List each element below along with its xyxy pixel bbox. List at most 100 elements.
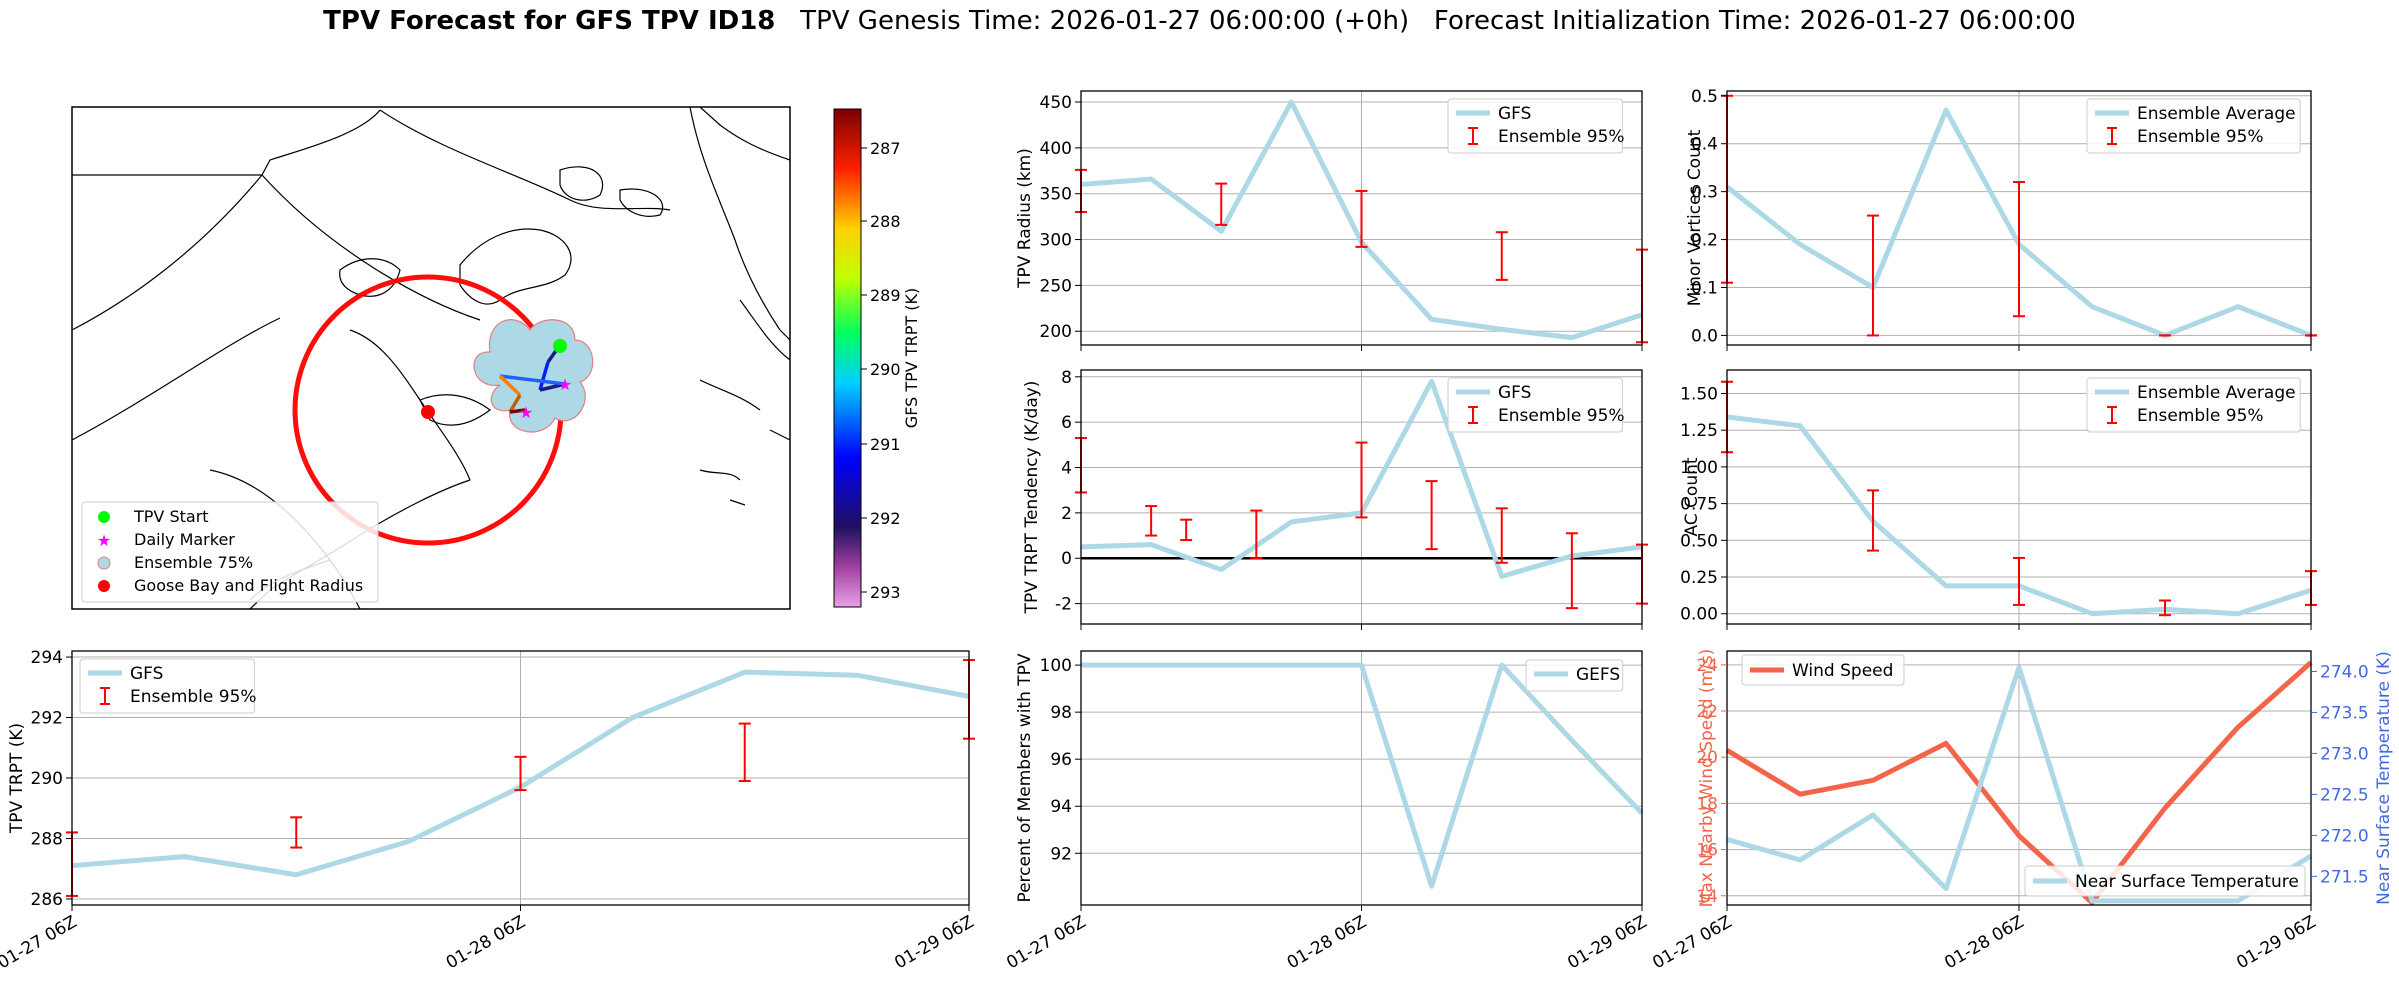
legend-goose-bay-icon (98, 580, 110, 592)
errorbar (2013, 556, 2025, 606)
y-axis-label: TPV TRPT Tendency (K/day) (1022, 381, 1042, 615)
legend-label: Ensemble 95% (130, 687, 257, 707)
colorbar-tick-label: 290 (870, 360, 901, 379)
x-tick-label: 01-27 06Z (1649, 912, 1735, 973)
legend-label: Ensemble 95% (1498, 406, 1625, 426)
y-tick-label: 450 (1040, 93, 1072, 113)
legend-label: Ensemble Average (2137, 104, 2296, 124)
y-tick-label: 1.00 (1680, 458, 1718, 478)
colorbar-tick-label: 287 (870, 139, 901, 158)
tpv-track (498, 343, 566, 414)
x-tick-label: 01-27 06Z (0, 912, 81, 973)
colorbar-label: GFS TPV TRPT (K) (902, 288, 921, 428)
y-tick-label: 2 (1061, 504, 1072, 524)
errorbar (1355, 189, 1368, 248)
y-tick-label: 350 (1040, 185, 1072, 205)
tpv-start-marker (553, 339, 567, 353)
y-tick-label: 0.0 (1691, 326, 1718, 346)
x-tick-label: 01-29 06Z (1564, 912, 1650, 973)
y-tick-label: 0.3 (1691, 183, 1718, 203)
chart-minor: 0.0 0.1 0.2 0.3 0.4 0.5 Minor Vortices Count En… (1685, 87, 2317, 351)
legend-ensemble-75: Ensemble 75% (134, 553, 253, 572)
legend-label: Wind Speed (1792, 661, 1893, 681)
y-tick-label: 288 (31, 829, 63, 849)
errorbar (1215, 182, 1228, 226)
y-tick-label: 0.4 (1691, 135, 1718, 155)
x-tick-label: 01-28 06Z (1941, 912, 2027, 973)
y-tick-label: 0.5 (1691, 87, 1718, 107)
y2-tick-label: 274.0 (2320, 662, 2369, 682)
errorbar (2159, 599, 2171, 617)
chart-wind: 14 16 18 20 22 24 271.5 272.0 272.5 273.0 273.5 274… (1649, 649, 2394, 974)
y2-tick-label: 273.0 (2320, 744, 2369, 764)
errorbar (1250, 509, 1263, 560)
colorbar: 287 288 289 290 291 292 293 GFS TPV TRPT (K) (833, 108, 921, 608)
legend-tpv-start-icon (98, 511, 110, 523)
chart-tendency: -2 0 2 4 6 8 TPV TRPT Tendency (K/day) GFS Ensem… (1022, 368, 1648, 630)
legend-errorbar-icon (1468, 127, 1478, 145)
y-axis-label: TPV Radius (km) (1015, 148, 1035, 289)
y-tick-label: 18 (1696, 794, 1718, 814)
y-tick-label: 1.50 (1680, 384, 1718, 404)
colorbar-tick-label: 291 (870, 435, 901, 454)
y-tick-label: 250 (1040, 276, 1072, 296)
y-tick-label: 96 (1050, 750, 1072, 770)
chart-legend: GFS Ensemble 95% (1447, 377, 1625, 433)
errorbar (290, 816, 303, 849)
y-tick-label: 290 (31, 769, 63, 789)
chart-legend: GFS Ensemble 95% (1447, 98, 1625, 154)
errorbar (514, 755, 527, 792)
y-tick-label: 0.2 (1691, 231, 1718, 251)
y-tick-label: 1.25 (1680, 421, 1718, 441)
chart-legend: GEFS (1525, 659, 1624, 692)
legend-errorbar-icon (2107, 406, 2117, 424)
errorbar (1180, 518, 1193, 542)
legend-label: Ensemble 95% (2137, 127, 2264, 147)
y-tick-label: 16 (1696, 841, 1718, 861)
legend-label: Near Surface Temperature (2075, 872, 2299, 892)
series-line (1725, 660, 2313, 906)
legend-label: Ensemble 95% (1498, 127, 1625, 147)
y-tick-label: 0 (1061, 549, 1072, 569)
y-tick-label: 0.25 (1680, 568, 1718, 588)
legend-daily-marker-icon: ★ (97, 531, 111, 550)
x-tick-label: 01-29 06Z (891, 912, 977, 973)
series-line (1726, 664, 2313, 904)
legend-label: GFS (1498, 104, 1531, 124)
colorbar-ticks: 287 288 289 290 291 292 293 (861, 139, 901, 602)
errorbar (1495, 507, 1508, 564)
y-tick-label: 22 (1696, 702, 1718, 722)
x-tick-label: 01-27 06Z (1003, 912, 1089, 973)
errorbar (1425, 480, 1438, 551)
legend-errorbar-icon (100, 687, 110, 705)
x-tick-label: 01-28 06Z (1284, 912, 1370, 973)
y-tick-label: 200 (1040, 322, 1072, 342)
map-panel: ★ ★ TPV Start ★ Daily Marker Ensemble 75… (71, 106, 921, 610)
goose-bay-marker (421, 405, 435, 419)
chart-legend: Ensemble Average Ensemble 95% (2086, 377, 2301, 433)
y-tick-label: 286 (31, 890, 63, 910)
legend-label: Ensemble 95% (2137, 406, 2264, 426)
errorbar (1565, 532, 1578, 610)
y-tick-label: 4 (1061, 459, 1072, 479)
colorbar-tick-label: 292 (870, 509, 901, 528)
legend-label: GEFS (1576, 665, 1620, 685)
y-tick-label: 294 (31, 648, 63, 668)
y-tick-label: 6 (1061, 413, 1072, 433)
series-line (1081, 662, 1644, 889)
y-tick-label: 98 (1050, 703, 1072, 723)
y-tick-label: 0.00 (1680, 605, 1718, 625)
errorbar (1355, 441, 1368, 519)
chart-legend: Wind Speed Near Surface Temperature (1741, 654, 2306, 897)
colorbar-tick-label: 288 (870, 212, 901, 231)
colorbar-tick-label: 293 (870, 583, 901, 602)
legend-tpv-start: TPV Start (133, 507, 209, 526)
figure-title-rest: TPV Genesis Time: 2026-01-27 06:00:00 (+… (775, 6, 2076, 36)
errorbar (2013, 181, 2025, 318)
y-axis-label: AC Count (1682, 457, 1702, 536)
daily-marker-2: ★ (519, 403, 533, 422)
y-axis-label: Minor Vortices Count (1685, 129, 1705, 306)
legend-errorbar-icon (2107, 127, 2117, 145)
